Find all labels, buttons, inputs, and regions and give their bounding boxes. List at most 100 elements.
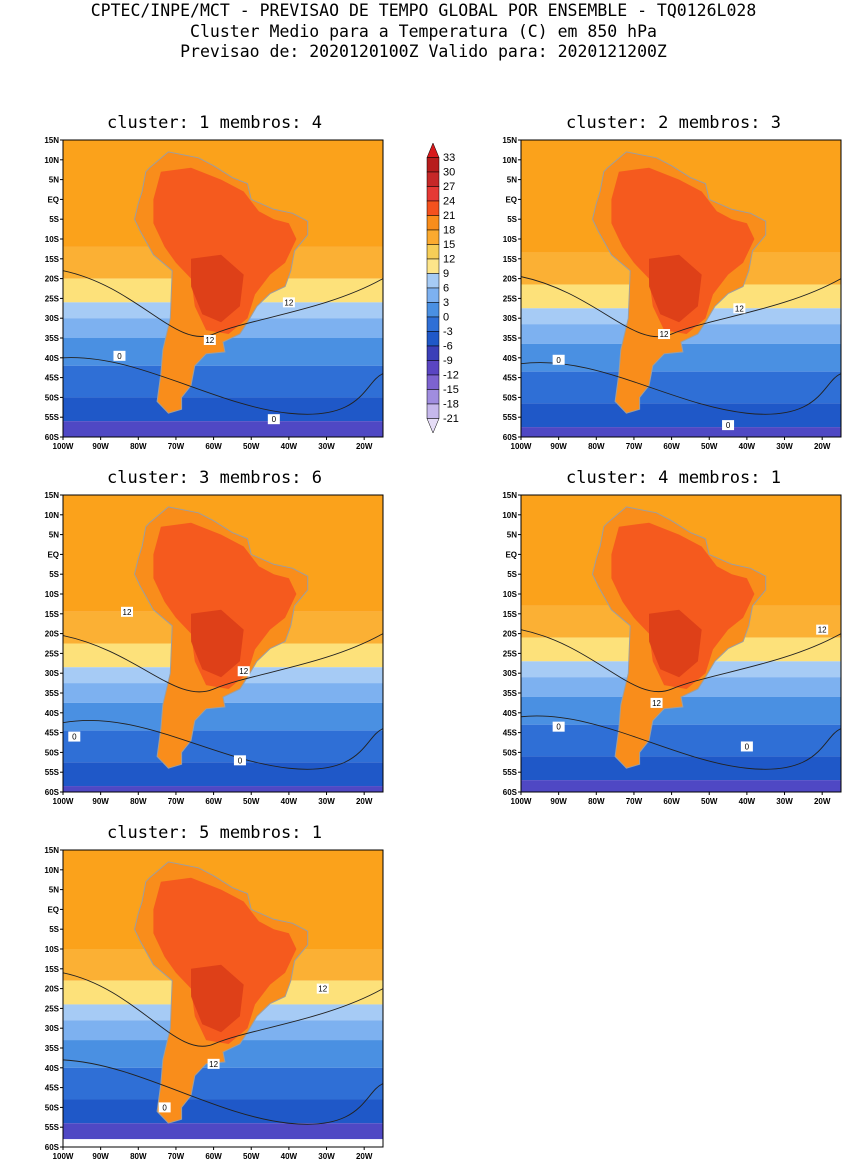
lat-label: 10S xyxy=(503,235,518,244)
colorbar-label: 0 xyxy=(443,312,449,324)
lat-label: EQ xyxy=(47,195,59,204)
map-frame xyxy=(62,139,384,438)
lon-label: 20W xyxy=(814,442,831,450)
map-frame xyxy=(62,494,384,793)
map-frame xyxy=(520,139,842,438)
contour-label-bg xyxy=(552,721,565,732)
lon-label: 60W xyxy=(663,797,680,805)
lat-label: 60S xyxy=(503,788,518,797)
lat-label: 5N xyxy=(507,176,517,185)
lat-label: 35S xyxy=(45,1044,60,1053)
lat-label: 5N xyxy=(507,531,517,540)
lat-label: 25S xyxy=(503,649,518,658)
lon-label: 40W xyxy=(739,797,756,805)
map-svg: 15N 10N 5N EQ 5S 10S 15S 20S 25S 30S 35S 40S 45S 50S 5… xyxy=(44,136,384,450)
contour-label: 12 xyxy=(818,626,827,635)
lat-label: 55S xyxy=(45,1123,60,1132)
lat-label: 50S xyxy=(45,1103,60,1112)
lat-label: 60S xyxy=(45,433,60,442)
lat-label: 25S xyxy=(45,649,60,658)
colorbar-swatch xyxy=(426,200,440,216)
hot-spot-field xyxy=(649,254,702,323)
lat-label: 30S xyxy=(45,669,60,678)
lat-label: 45S xyxy=(45,374,60,383)
lat-label: 45S xyxy=(45,729,60,738)
map-frame xyxy=(62,849,384,1148)
colorbar-label: 3 xyxy=(443,297,449,309)
lat-label: 55S xyxy=(503,768,518,777)
contour-label-bg xyxy=(733,303,746,314)
map-frame xyxy=(520,494,842,793)
lat-label: 15S xyxy=(45,255,60,264)
contour-label-bg xyxy=(233,755,246,766)
contour-label: 0 xyxy=(556,356,561,365)
map-panel-cluster-5: 15N 10N 5N EQ 5S 10S 15S 20S 25S 30S 35S 40S 45S 50S 5… xyxy=(30,845,390,1160)
lon-label: 100W xyxy=(53,797,74,805)
colorbar-swatch xyxy=(426,229,440,245)
lon-label: 90W xyxy=(92,1152,109,1160)
colorbar-swatch xyxy=(426,215,440,231)
temperature-band xyxy=(63,397,383,422)
lat-label: 35S xyxy=(503,689,518,698)
contour-label: 0 xyxy=(726,421,731,430)
contour-label: 0 xyxy=(238,756,243,765)
hot-core-field xyxy=(153,167,297,334)
hot-spot-field xyxy=(191,964,244,1033)
contour-label-bg xyxy=(237,666,250,677)
lat-label: 25S xyxy=(503,294,518,303)
lat-label: 5S xyxy=(507,570,517,579)
colorbar-label: 6 xyxy=(443,283,449,295)
panel-1-title: cluster: 1 membros: 4 xyxy=(107,113,322,133)
lon-label: 80W xyxy=(130,797,147,805)
lat-label: 20S xyxy=(503,275,518,284)
lat-label: 55S xyxy=(45,413,60,422)
colorbar-swatch xyxy=(426,302,440,318)
lon-label: 50W xyxy=(243,797,260,805)
contour-label-bg xyxy=(121,606,133,617)
lat-label: 20S xyxy=(45,275,60,284)
contour-label-bg xyxy=(816,624,829,635)
lat-label: 45S xyxy=(45,1084,60,1093)
contour-12 xyxy=(63,633,383,693)
colorbar-label: 21 xyxy=(443,210,455,222)
lat-label: 15N xyxy=(44,491,59,500)
contour-label-bg xyxy=(552,354,565,365)
map-svg: 15N 10N 5N EQ 5S 10S 15S 20S 25S 30S 35S 40S 45S 50S 5… xyxy=(44,846,384,1160)
contour-label-bg xyxy=(158,1102,171,1113)
colorbar-swatch xyxy=(426,273,440,289)
lat-label: 60S xyxy=(503,433,518,442)
map-panel-cluster-1: 15N 10N 5N EQ 5S 10S 15S 20S 25S 30S 35S 40S 45S 50S 5… xyxy=(30,135,390,450)
map-svg: 15N 10N 5N EQ 5S 10S 15S 20S 25S 30S 35S 40S 45S 50S 5… xyxy=(502,136,842,450)
contour-label: 12 xyxy=(652,699,661,708)
temperature-colorbar: 33 30 27 24 21 18 15 12 9 6 3 0 -3 -6 -9 -12 -15 -18 -21 xyxy=(424,133,484,443)
lon-label: 60W xyxy=(205,1152,222,1160)
lat-label: 50S xyxy=(45,748,60,757)
temperature-band xyxy=(63,421,383,437)
lat-label: 35S xyxy=(45,334,60,343)
lon-label: 20W xyxy=(356,442,373,450)
contour-label: 0 xyxy=(556,723,561,732)
contour-label-bg xyxy=(207,1058,220,1069)
lat-label: 30S xyxy=(45,1024,60,1033)
map-panel-cluster-3: 15N 10N 5N EQ 5S 10S 15S 20S 25S 30S 35S 40S 45S 50S 5… xyxy=(30,490,390,805)
lon-label: 60W xyxy=(663,442,680,450)
header-line-1: CPTEC/INPE/MCT - PREVISAO DE TEMPO GLOBA… xyxy=(90,1,757,20)
lat-label: 5S xyxy=(49,570,59,579)
contour-12 xyxy=(521,629,841,693)
lat-label: EQ xyxy=(47,550,59,559)
contour-label: 0 xyxy=(117,352,122,361)
map-panel-cluster-2: 15N 10N 5N EQ 5S 10S 15S 20S 25S 30S 35S 40S 45S 50S 5… xyxy=(488,135,847,450)
contour-0 xyxy=(63,1059,383,1125)
contour-label: 0 xyxy=(72,733,77,742)
colorbar-swatch xyxy=(426,287,440,303)
temperature-band xyxy=(63,730,383,763)
lat-label: 45S xyxy=(503,729,518,738)
contour-label: 0 xyxy=(745,742,750,751)
hot-core-field xyxy=(611,522,755,689)
lat-label: 15N xyxy=(502,136,517,145)
lat-label: 55S xyxy=(45,768,60,777)
lat-label: 15N xyxy=(502,491,517,500)
coastline xyxy=(133,151,309,414)
contour-label-bg xyxy=(267,414,280,425)
lon-label: 90W xyxy=(92,797,109,805)
